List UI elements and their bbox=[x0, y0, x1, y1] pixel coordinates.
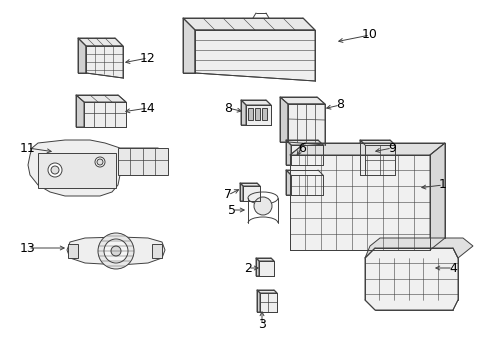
Polygon shape bbox=[288, 104, 325, 145]
Polygon shape bbox=[280, 97, 288, 142]
Text: 12: 12 bbox=[140, 51, 156, 64]
Polygon shape bbox=[78, 38, 123, 46]
Polygon shape bbox=[360, 140, 395, 145]
Bar bbox=[118, 148, 168, 175]
Circle shape bbox=[111, 246, 121, 256]
Circle shape bbox=[104, 239, 128, 263]
Polygon shape bbox=[365, 248, 458, 310]
Text: 6: 6 bbox=[298, 141, 306, 154]
Bar bbox=[38, 153, 116, 188]
Polygon shape bbox=[78, 38, 86, 73]
Polygon shape bbox=[360, 140, 365, 175]
Text: 3: 3 bbox=[258, 319, 266, 332]
Polygon shape bbox=[259, 261, 274, 276]
Polygon shape bbox=[183, 18, 195, 73]
Polygon shape bbox=[430, 143, 445, 250]
Polygon shape bbox=[195, 30, 315, 81]
Polygon shape bbox=[246, 105, 271, 125]
Text: 13: 13 bbox=[20, 242, 36, 255]
Polygon shape bbox=[291, 175, 323, 195]
Bar bbox=[255, 108, 260, 120]
Polygon shape bbox=[256, 258, 274, 261]
Polygon shape bbox=[290, 143, 445, 155]
Circle shape bbox=[51, 166, 59, 174]
Text: 8: 8 bbox=[336, 99, 344, 112]
Polygon shape bbox=[286, 140, 323, 145]
Polygon shape bbox=[256, 258, 259, 276]
Text: 2: 2 bbox=[244, 261, 252, 274]
Circle shape bbox=[98, 233, 134, 269]
Text: 5: 5 bbox=[228, 203, 236, 216]
Bar bbox=[152, 244, 162, 258]
Polygon shape bbox=[241, 100, 246, 125]
Polygon shape bbox=[240, 183, 260, 186]
Polygon shape bbox=[365, 238, 473, 258]
Bar bbox=[248, 108, 253, 120]
Polygon shape bbox=[243, 186, 260, 201]
Polygon shape bbox=[280, 97, 325, 104]
Polygon shape bbox=[260, 293, 277, 312]
Polygon shape bbox=[257, 290, 260, 312]
Polygon shape bbox=[286, 170, 323, 175]
Polygon shape bbox=[76, 95, 84, 127]
Polygon shape bbox=[241, 100, 271, 105]
Bar bbox=[68, 244, 78, 258]
Polygon shape bbox=[286, 140, 291, 165]
Text: 10: 10 bbox=[362, 28, 378, 41]
Circle shape bbox=[254, 197, 272, 215]
Polygon shape bbox=[291, 145, 323, 165]
Circle shape bbox=[48, 163, 62, 177]
Text: 9: 9 bbox=[388, 141, 396, 154]
Polygon shape bbox=[76, 95, 126, 102]
Polygon shape bbox=[240, 183, 243, 201]
Polygon shape bbox=[67, 237, 165, 265]
Polygon shape bbox=[183, 18, 315, 30]
Polygon shape bbox=[86, 46, 123, 78]
Polygon shape bbox=[28, 140, 168, 196]
Text: 11: 11 bbox=[20, 141, 36, 154]
Polygon shape bbox=[365, 145, 395, 175]
Polygon shape bbox=[257, 290, 277, 293]
Text: 7: 7 bbox=[224, 189, 232, 202]
Bar bbox=[262, 108, 267, 120]
Text: 1: 1 bbox=[439, 179, 447, 192]
Bar bbox=[290, 155, 430, 250]
Text: 8: 8 bbox=[224, 102, 232, 114]
Polygon shape bbox=[286, 170, 291, 195]
Text: 14: 14 bbox=[140, 102, 156, 114]
Text: 4: 4 bbox=[449, 261, 457, 274]
Polygon shape bbox=[84, 102, 126, 127]
Circle shape bbox=[97, 159, 103, 165]
Circle shape bbox=[95, 157, 105, 167]
